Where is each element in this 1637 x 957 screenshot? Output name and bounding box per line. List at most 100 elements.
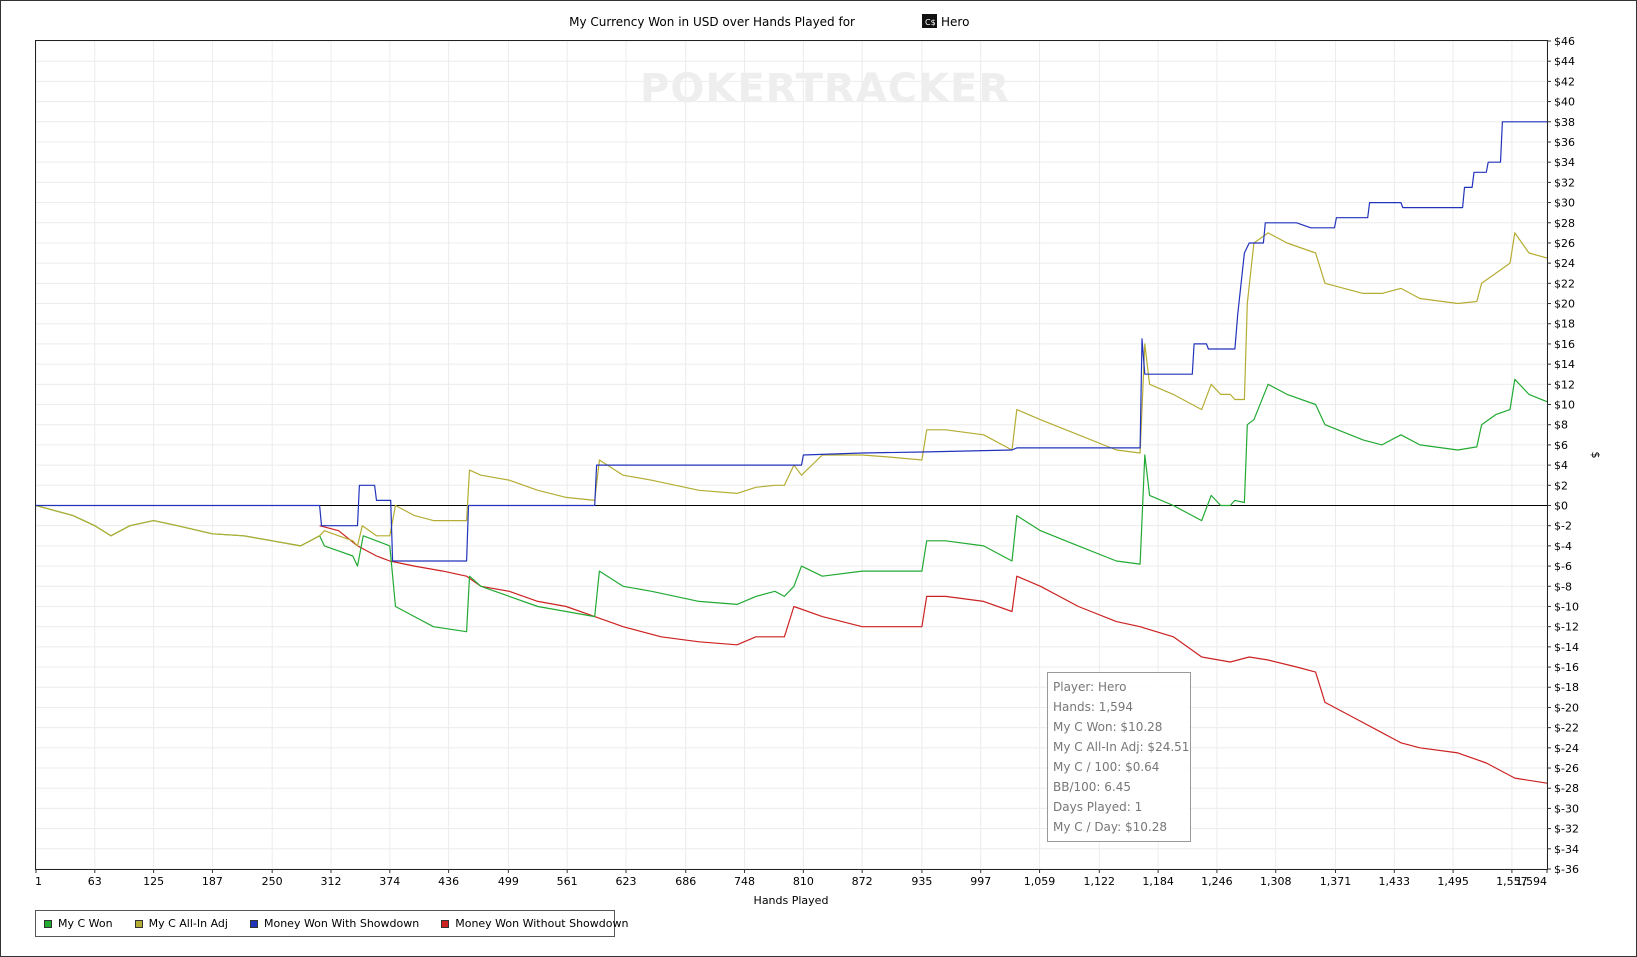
chart-title-text: My Currency Won in USD over Hands Played…: [569, 15, 855, 29]
x-tick-label: 312: [320, 875, 341, 888]
y-tick-label: $0: [1554, 499, 1568, 512]
y-tick-label: $-8: [1554, 580, 1572, 593]
y-tick-label: $2: [1554, 479, 1568, 492]
y-tick-label: $4: [1554, 459, 1568, 472]
y-tick-label: $-2: [1554, 520, 1572, 533]
tooltip-won: My C Won: $10.28: [1053, 720, 1163, 734]
x-tick-label: 1,184: [1142, 875, 1174, 888]
x-tick-label: 1,059: [1024, 875, 1056, 888]
y-tick-label: $44: [1554, 55, 1575, 68]
y-tick-label: $-28: [1554, 782, 1579, 795]
y-tick-label: $34: [1554, 156, 1575, 169]
y-tick-label: $-30: [1554, 802, 1579, 815]
chart-title-player: Hero: [941, 15, 969, 29]
y-tick-label: $42: [1554, 75, 1575, 88]
tooltip-player: Player: Hero: [1053, 680, 1127, 694]
y-tick-label: $-32: [1554, 823, 1579, 836]
tooltip-hands: Hands: 1,594: [1053, 700, 1134, 714]
x-tick-label: 187: [202, 875, 223, 888]
x-tick-label: 250: [262, 875, 283, 888]
tooltip-per100: My C / 100: $0.64: [1053, 760, 1160, 774]
x-tick-label: 63: [88, 875, 102, 888]
y-tick-label: $6: [1554, 439, 1568, 452]
y-tick-label: $32: [1554, 176, 1575, 189]
series-line-my-c-won: [35, 378, 1548, 633]
legend-label: Money Won With Showdown: [263, 917, 420, 930]
legend: My C Won My C All-In Adj Money Won With …: [35, 910, 628, 937]
y-tick-label: $12: [1554, 378, 1575, 391]
x-tick-label: 1,495: [1437, 875, 1469, 888]
y-tick-label: $-10: [1554, 600, 1579, 613]
pokertracker-watermark: POKERTRACKER: [640, 66, 1011, 112]
y-tick-label: $-18: [1554, 681, 1579, 694]
y-tick-label: $26: [1554, 237, 1575, 250]
y-tick-label: $36: [1554, 136, 1575, 149]
y-tick-label: $-20: [1554, 701, 1579, 714]
x-tick-label: 1,433: [1379, 875, 1411, 888]
series-line-my-c-all-in-adj: [35, 232, 1548, 547]
y-tick-label: $-26: [1554, 762, 1579, 775]
series-layer: [35, 121, 1548, 784]
legend-item-without-showdown[interactable]: Money Won Without Showdown: [441, 917, 628, 930]
y-axis-label: $: [1589, 452, 1602, 459]
y-axis: $46 $44 $42 $40 $38 $36 $34 $32 $30 $28 $26 $24 $22 $…: [1547, 35, 1579, 876]
x-tick-label: 748: [734, 875, 755, 888]
legend-item-with-showdown[interactable]: Money Won With Showdown: [249, 917, 420, 930]
legend-swatch: [249, 919, 258, 928]
x-axis-label: Hands Played: [754, 894, 829, 907]
y-tick-label: $28: [1554, 217, 1575, 230]
plot-area: [35, 40, 1548, 870]
y-tick-label: $-14: [1554, 641, 1579, 654]
series-line-money-won-with-showdown: [36, 121, 1547, 562]
y-tick-label: $10: [1554, 399, 1575, 412]
x-tick-label: 1,557: [1496, 875, 1528, 888]
chart-title: My Currency Won in USD over Hands Played…: [569, 14, 969, 29]
legend-swatch: [134, 919, 143, 928]
legend-label: My C Won: [58, 917, 113, 930]
grid: [35, 40, 1548, 870]
x-axis: 1 63 125 187 250 312 374 436 499 561 623 686 748 810 8…: [35, 869, 1548, 888]
y-tick-label: $20: [1554, 298, 1575, 311]
y-tick-label: $18: [1554, 318, 1575, 331]
y-tick-label: $24: [1554, 257, 1575, 270]
y-tick-label: $-4: [1554, 540, 1572, 553]
x-tick-label: 872: [852, 875, 873, 888]
y-tick-label: $-12: [1554, 621, 1579, 634]
legend-label: My C All-In Adj: [148, 917, 228, 930]
y-tick-label: $-22: [1554, 722, 1579, 735]
y-tick-label: $30: [1554, 197, 1575, 210]
legend-item-my-c-won[interactable]: My C Won: [44, 917, 113, 930]
x-tick-label: 935: [911, 875, 932, 888]
y-tick-label: $46: [1554, 35, 1575, 48]
x-tick-label: 436: [438, 875, 459, 888]
tooltip-bb100: BB/100: 6.45: [1053, 780, 1131, 794]
y-tick-label: $40: [1554, 96, 1575, 109]
tooltip-perday: My C / Day: $10.28: [1053, 820, 1167, 834]
y-tick-label: $-24: [1554, 742, 1579, 755]
x-tick-label: 374: [379, 875, 400, 888]
y-tick-label: $-16: [1554, 661, 1579, 674]
x-tick-label: 1: [35, 875, 42, 888]
legend-swatch: [44, 919, 52, 928]
hover-tooltip: Player: Hero Hands: 1,594 My C Won: $10.…: [1047, 672, 1191, 842]
x-tick-label: 810: [793, 875, 814, 888]
x-tick-label: 686: [675, 875, 696, 888]
x-tick-label: 1,122: [1084, 875, 1116, 888]
y-tick-label: $16: [1554, 338, 1575, 351]
x-tick-label: 499: [498, 875, 519, 888]
x-tick-label: 1,246: [1201, 875, 1233, 888]
tooltip-days: Days Played: 1: [1053, 800, 1143, 814]
x-tick-label: 1,308: [1260, 875, 1292, 888]
tooltip-allin: My C All-In Adj: $24.51: [1053, 740, 1190, 754]
y-tick-label: $-36: [1554, 863, 1579, 876]
y-tick-label: $14: [1554, 358, 1575, 371]
x-tick-label: 623: [615, 875, 636, 888]
y-tick-label: $-6: [1554, 560, 1572, 573]
x-tick-label: 561: [557, 875, 578, 888]
y-tick-label: $38: [1554, 116, 1575, 129]
y-tick-label: $22: [1554, 277, 1575, 290]
legend-item-all-in-adj[interactable]: My C All-In Adj: [134, 917, 228, 930]
legend-swatch: [441, 919, 450, 928]
x-tick-label: 125: [143, 875, 164, 888]
